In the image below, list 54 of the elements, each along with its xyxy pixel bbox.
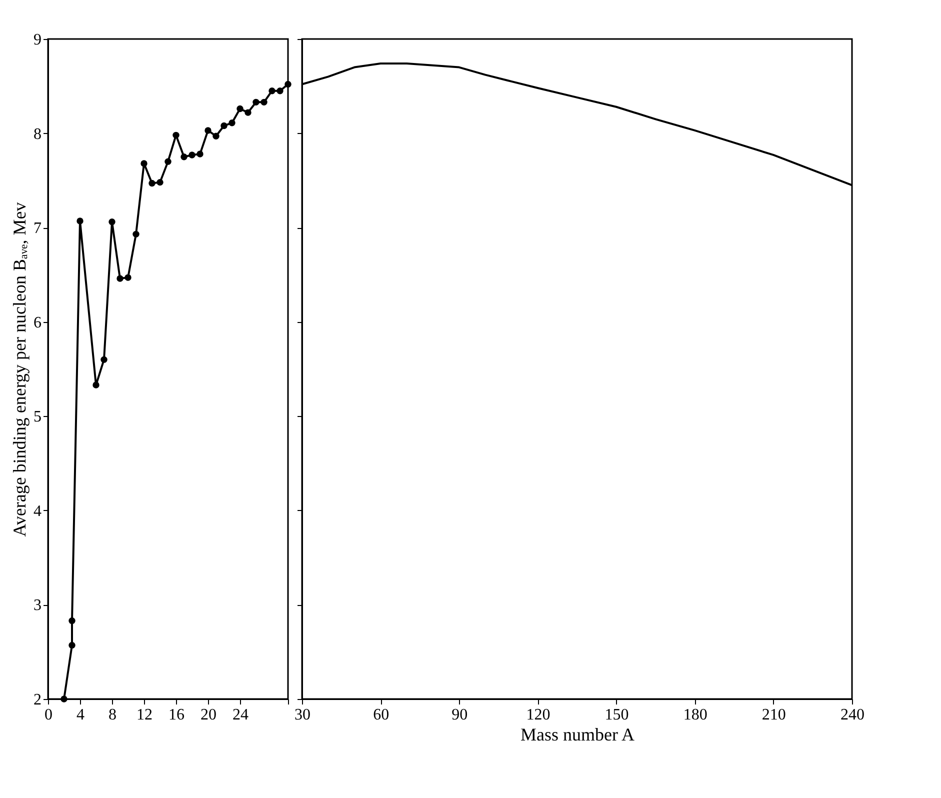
point bbox=[196, 150, 204, 158]
point bbox=[132, 230, 140, 238]
point bbox=[284, 80, 292, 88]
x-tick-label: 20 bbox=[200, 706, 216, 724]
point bbox=[68, 642, 76, 649]
x-tick-label: 0 bbox=[44, 706, 52, 724]
y-tick-label: 7 bbox=[34, 220, 42, 238]
point bbox=[76, 218, 84, 224]
point bbox=[60, 696, 68, 702]
point bbox=[268, 88, 276, 94]
x-tick-label: 16 bbox=[168, 706, 184, 724]
point bbox=[116, 275, 124, 282]
y-axis-title: Average binding energy per nucleon Bₐᵥₑ, Mev bbox=[10, 202, 30, 537]
x-tick-label: 60 bbox=[373, 706, 390, 724]
x-tick-label: 24 bbox=[232, 706, 248, 724]
y-tick-label: 2 bbox=[34, 692, 42, 708]
point bbox=[244, 109, 252, 116]
x-tick-label: 30 bbox=[294, 706, 310, 724]
x-tick-label: 90 bbox=[452, 706, 468, 724]
point bbox=[164, 158, 172, 165]
point bbox=[140, 160, 148, 167]
point bbox=[108, 218, 116, 226]
y-tick-label: 3 bbox=[34, 597, 42, 614]
x-tick-label: 120 bbox=[526, 706, 550, 724]
y-tick-label: 5 bbox=[34, 408, 42, 426]
y-tick-label: 9 bbox=[34, 32, 42, 48]
y-tick-label: 4 bbox=[34, 502, 42, 520]
x-tick-label: 4 bbox=[76, 706, 84, 724]
point bbox=[124, 274, 132, 281]
x-tick-label: 210 bbox=[762, 706, 786, 724]
point bbox=[172, 132, 180, 139]
point bbox=[228, 120, 236, 126]
point bbox=[180, 154, 188, 160]
x-tick-label: 150 bbox=[604, 706, 629, 724]
point bbox=[204, 127, 212, 134]
point bbox=[212, 132, 220, 140]
point bbox=[252, 98, 260, 106]
point bbox=[188, 152, 196, 158]
x-tick-label: 180 bbox=[683, 706, 708, 724]
x-tick-label: 240 bbox=[840, 706, 864, 724]
x-tick-label: 12 bbox=[136, 706, 152, 724]
point bbox=[68, 617, 76, 624]
point bbox=[100, 356, 108, 363]
point bbox=[92, 382, 100, 388]
x-tick-label: 8 bbox=[108, 706, 116, 724]
point bbox=[220, 122, 228, 130]
y-tick-label: 6 bbox=[34, 314, 42, 332]
point bbox=[148, 180, 156, 187]
x-axis-title: Mass number A bbox=[520, 724, 634, 744]
point bbox=[260, 98, 268, 106]
point bbox=[276, 88, 284, 94]
point bbox=[236, 105, 244, 112]
y-tick-label: 8 bbox=[34, 126, 42, 143]
point bbox=[156, 178, 164, 186]
